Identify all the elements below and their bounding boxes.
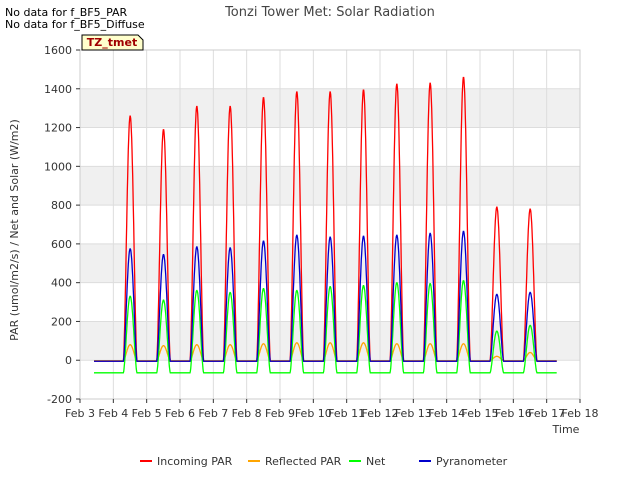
y-axis-ticks: -200 0 200 400 600 800 1000 1200 1400 1600 <box>44 44 80 406</box>
series-lines <box>94 76 557 374</box>
legend-label-incoming_par: Incoming PAR <box>157 455 233 468</box>
x-tick-label: Feb 4 <box>98 407 128 420</box>
site-label-box: TZ_tmet <box>81 34 144 51</box>
plot-band <box>80 50 580 89</box>
x-tick-label: Feb 13 <box>395 407 432 420</box>
legend-label-pyranometer: Pyranometer <box>436 455 508 468</box>
series-line-pyranometer <box>94 230 557 362</box>
chart-title: Tonzi Tower Met: Solar Radiation <box>224 5 435 20</box>
plot-area <box>79 49 581 400</box>
y-tick-label: 0 <box>65 354 72 367</box>
y-tick-label: 600 <box>51 238 72 251</box>
y-tick-label: 800 <box>51 199 72 212</box>
plot-band <box>80 360 580 399</box>
x-tick-label: Feb 3 <box>65 407 95 420</box>
no-data-note-par: No data for f_BF5_PAR <box>5 6 128 19</box>
x-tick-label: Feb 8 <box>232 407 262 420</box>
plot-bands <box>80 50 580 399</box>
x-tick-label: Feb 7 <box>198 407 228 420</box>
y-tick-label: 1200 <box>44 122 72 135</box>
legend-label-reflected_par: Reflected PAR <box>265 455 342 468</box>
x-tick-label: Feb 10 <box>295 407 332 420</box>
x-tick-label: Feb 6 <box>165 407 195 420</box>
legend-label-net: Net <box>366 455 386 468</box>
no-data-note-diffuse: No data for f_BF5_Diffuse <box>5 18 145 31</box>
x-tick-label: Feb 16 <box>495 407 532 420</box>
x-tick-label: Feb 5 <box>132 407 162 420</box>
x-tick-label: Feb 18 <box>562 407 599 420</box>
y-tick-label: 1000 <box>44 160 72 173</box>
plot-band <box>80 166 580 206</box>
y-tick-label: 200 <box>51 315 72 328</box>
plot-band <box>80 127 580 167</box>
y-tick-label: -200 <box>47 393 72 406</box>
plot-band <box>80 321 580 361</box>
x-axis-ticks: Feb 3 Feb 4 Feb 5 Feb 6 Feb 7 Feb 8 Feb 9 Feb 1… <box>65 399 598 420</box>
y-axis-title: PAR (umol/m2/s) / Net and Solar (W/m2) <box>8 119 21 341</box>
x-tick-label: Feb 12 <box>362 407 399 420</box>
x-tick-label: Feb 17 <box>528 407 565 420</box>
y-tick-label: 1400 <box>44 83 72 96</box>
x-tick-label: Feb 14 <box>428 407 465 420</box>
x-axis-title: Time <box>552 423 580 436</box>
series-line-net <box>94 280 557 374</box>
site-label: TZ_tmet <box>87 36 137 49</box>
x-tick-label: Feb 15 <box>462 407 499 420</box>
x-tick-label: Feb 11 <box>328 407 365 420</box>
x-tick-label: Feb 9 <box>265 407 295 420</box>
plot-band <box>80 243 580 283</box>
y-tick-label: 1600 <box>44 44 72 57</box>
y-tick-label: 400 <box>51 277 72 290</box>
legend: Incoming PAR Reflected PAR Net Pyranometer <box>140 455 508 468</box>
